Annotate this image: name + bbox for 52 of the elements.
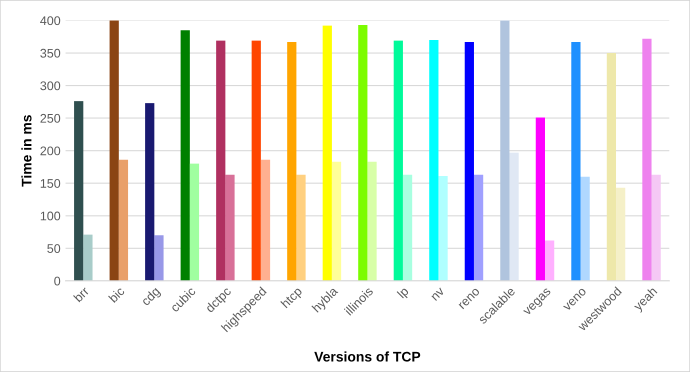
x-tick-label: cdg xyxy=(140,286,162,308)
x-tick-label: bic xyxy=(108,286,126,303)
y-tick-label: 0 xyxy=(54,276,60,286)
bar xyxy=(545,240,554,281)
x-tick-label: htcp xyxy=(280,286,304,310)
bar xyxy=(260,160,270,281)
y-axis-title: Time in ms xyxy=(21,115,32,187)
bar xyxy=(83,234,93,281)
y-tick-label: 300 xyxy=(40,81,60,90)
bar xyxy=(616,188,626,281)
y-tick-label: 150 xyxy=(40,179,60,188)
x-axis-title: Versions of TCP xyxy=(314,351,420,362)
bar xyxy=(429,40,438,281)
bar xyxy=(225,174,235,281)
bar xyxy=(652,174,661,281)
bar xyxy=(642,38,652,281)
x-tick-label: brr xyxy=(73,286,90,302)
bar xyxy=(145,103,154,281)
x-tick-label: nv xyxy=(431,287,445,301)
bar xyxy=(287,42,296,281)
bar xyxy=(500,20,510,281)
bar xyxy=(536,117,545,281)
y-tick-label: 50 xyxy=(47,244,60,253)
bar xyxy=(296,174,306,281)
bar xyxy=(118,160,128,281)
bar xyxy=(74,101,84,281)
bar xyxy=(402,174,412,281)
y-tick-label: 350 xyxy=(40,48,60,58)
y-tick-label: 400 xyxy=(40,16,60,26)
bar xyxy=(367,162,377,281)
bar xyxy=(571,42,581,281)
y-tick-label: 200 xyxy=(40,146,60,156)
bar xyxy=(252,40,261,281)
bar xyxy=(509,152,519,281)
bar xyxy=(464,42,474,281)
bar xyxy=(358,25,368,281)
x-tick-label: lp xyxy=(396,286,411,300)
bar xyxy=(438,176,448,281)
y-tick-label: 100 xyxy=(40,212,60,220)
bar xyxy=(216,40,226,281)
bar xyxy=(190,164,200,281)
bar xyxy=(180,30,190,281)
bar xyxy=(322,26,332,281)
bar xyxy=(606,53,616,281)
bar xyxy=(580,176,590,281)
bar xyxy=(154,235,164,281)
bar xyxy=(332,162,342,281)
bar xyxy=(394,40,403,281)
y-tick-label: 250 xyxy=(40,114,60,123)
x-tick-label: reno xyxy=(458,288,480,310)
bar xyxy=(474,174,484,281)
bar xyxy=(110,20,119,281)
